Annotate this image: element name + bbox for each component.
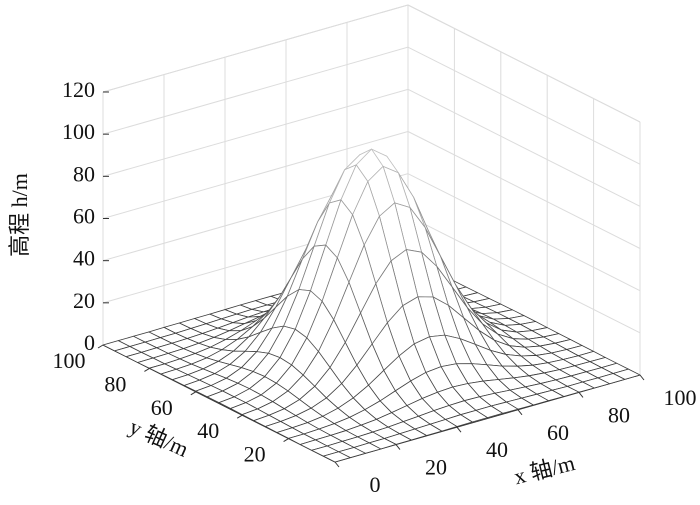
y-tick-label: 80	[104, 371, 126, 396]
x-tick-label: 60	[547, 420, 569, 445]
z-tick-label: 60	[73, 204, 95, 229]
y-tick-label: 40	[197, 418, 219, 443]
grid-line	[102, 4, 409, 93]
z-tick-label: 80	[73, 161, 95, 186]
x-tick-label: 80	[608, 402, 630, 427]
tick-mark	[283, 438, 289, 443]
grid-line	[407, 4, 641, 123]
tick-mark	[517, 409, 523, 416]
grid-line	[407, 88, 641, 207]
z-tick-label: 40	[73, 246, 95, 271]
y-axis-label: y 轴/m	[126, 414, 193, 462]
z-tick-label: 20	[73, 288, 95, 313]
y-tick-label: 60	[151, 395, 173, 420]
x-tick-label: 20	[425, 455, 447, 480]
surface-patch	[322, 451, 351, 463]
grid-line	[407, 173, 641, 292]
y-tick-label: 100	[53, 348, 86, 373]
tick-mark	[97, 344, 104, 349]
x-tick-label: 40	[486, 437, 508, 462]
z-tick-label: 100	[62, 119, 95, 144]
tick-mark	[190, 391, 197, 396]
tick-mark	[334, 461, 340, 468]
tick-mark	[639, 374, 645, 381]
tick-mark	[236, 414, 243, 419]
y-tick-label: 20	[244, 442, 266, 467]
grid-line	[102, 88, 409, 177]
x-axis-label: x 轴/m	[511, 450, 577, 489]
tick-mark	[456, 426, 462, 433]
grid-line	[102, 131, 409, 219]
x-tick-label: 0	[370, 472, 381, 497]
z-tick-label: 120	[62, 77, 95, 102]
z-axis-label: 高程 h/m	[7, 173, 32, 257]
grid-line	[407, 131, 641, 249]
grid-line	[407, 215, 641, 334]
tick-mark	[578, 392, 584, 398]
tick-mark	[144, 367, 150, 372]
grid-line	[102, 46, 409, 135]
z-tick-label: 0	[84, 330, 95, 355]
x-tick-label: 100	[664, 385, 697, 410]
tick-mark	[395, 444, 401, 450]
grid-line	[407, 46, 641, 165]
